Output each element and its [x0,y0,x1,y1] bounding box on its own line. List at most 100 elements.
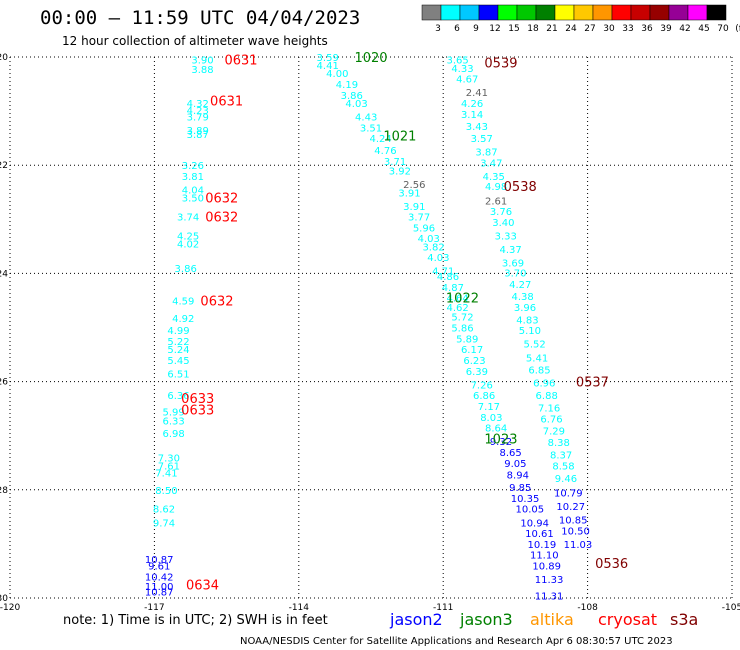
swh-value-label: 3.57 [471,134,493,145]
swh-value-label: 4.92 [172,314,194,325]
swh-value-label: 2.56 [403,180,425,191]
colorbar-tick-label: 36 [641,24,653,34]
plot-area: -120 -117 -114 -111 -108 -105 -20 -22 -24 -26 -28 -… [0,51,740,613]
swh-value-label: 3.74 [177,213,199,224]
pass-time-label: 1023 [484,432,517,447]
swh-value-label: 3.86 [175,264,197,275]
swh-value-label: 8.94 [507,471,529,482]
pass-time-label: 0632 [200,294,233,309]
pass-time-label: 1020 [354,51,387,66]
swh-value-label: 3.65 [447,56,469,67]
colorbar-swatch [573,4,594,21]
swh-value-label: 4.99 [167,326,189,337]
colorbar-tick-label: 70 [717,24,729,34]
swh-value-label: 5.10 [519,326,541,337]
colorbar-swatch [516,4,537,21]
pass-time-label: 0632 [205,211,238,226]
swh-value-label: 4.37 [499,245,521,256]
colorbar-tick-label: 45 [698,24,709,34]
swh-value-label: 10.35 [511,494,540,505]
swh-value-label: 3.43 [466,122,488,133]
swh-value-label: 9.61 [148,562,170,573]
swh-value-label: 4.19 [336,80,358,91]
swh-value-label: 6.88 [536,391,558,402]
swh-value-label: 10.94 [520,518,549,529]
colorbar-swatch [440,4,461,21]
swh-value-label: 8.62 [153,505,175,516]
swh-value-label: 3.70 [504,268,526,279]
pass-time-label: 0633 [181,392,214,407]
colorbar-swatch [630,4,651,21]
swh-value-label: 4.32 [187,99,209,110]
colorbar-tick-label: 21 [546,24,557,34]
colorbar-tick-label: 24 [565,24,577,34]
swh-value-label: 9.05 [504,459,526,470]
y-tick-label: -24 [0,269,8,279]
swh-value-label: 6.17 [461,345,483,356]
footnote: note: 1) Time is in UTC; 2) SWH is in fe… [63,613,328,628]
swh-value-label: 5.89 [456,334,478,345]
satellite-legend-entry: altika [530,610,574,629]
swh-value-label: 3.71 [384,157,406,168]
swh-value-label: 10.87 [145,588,174,599]
colorbar-swatch [497,4,518,21]
swh-value-label: 7.26 [471,380,493,391]
pass-time-label: 0631 [224,54,257,69]
swh-value-label: 9.46 [555,474,577,485]
swh-value-label: 10.89 [532,562,561,573]
swh-value-label: 4.00 [326,69,348,80]
swh-value-label: 5.24 [167,345,189,356]
swh-value-label: 4.02 [177,240,199,251]
swh-value-label: 11.33 [535,575,564,586]
swh-value-label: 3.81 [182,172,204,183]
swh-value-label: 5.86 [451,324,473,335]
swh-value-label: 3.87 [187,130,209,141]
swh-value-label: 11.03 [564,540,593,551]
x-tick-label: -105 [722,603,740,613]
pass-time-label: 1022 [446,292,479,307]
swh-value-label: 8.37 [550,451,572,462]
swh-value-label: 11.10 [530,551,559,562]
swh-value-label: 3.91 [403,202,425,213]
satellite-legend: jason2 jason3 altika cryosat s3a [389,610,698,629]
swh-value-label: 3.51 [360,123,382,134]
swh-value-label: 5.99 [163,407,185,418]
swh-value-label: 4.03 [418,234,440,245]
swh-value-label: 11.31 [535,591,564,602]
swh-value-label: 10.61 [525,529,554,540]
colorbar-tick-label: 12 [489,24,500,34]
swh-value-label: 5.22 [167,337,189,348]
swh-value-label: 4.43 [355,113,377,124]
swh-value-label: 3.59 [317,53,339,64]
swh-value-label: 10.50 [561,526,590,537]
colorbar-swatch [554,4,575,21]
swh-value-label: 6.86 [473,391,495,402]
swh-value-label: 3.50 [182,194,204,205]
y-tick-label: -26 [0,378,8,388]
swh-value-label: 7.41 [155,468,177,479]
swh-value-label: 6.85 [528,366,550,377]
swh-value-label: 5.41 [526,353,548,364]
swh-value-label: 3.40 [492,218,514,229]
pass-time-label: 1021 [383,129,416,144]
pass-time-label: 0538 [504,180,537,195]
swh-value-label: 4.67 [456,75,478,86]
swh-value-label: 4.24 [369,134,391,145]
swh-value-label: 10.27 [556,502,585,513]
swh-value-label: 4.41 [317,61,339,72]
swh-value-label: 10.85 [559,516,588,527]
swh-value-label: 4.71 [432,267,454,278]
swh-value-label: 10.42 [145,572,174,583]
swh-value-label: 7.16 [538,404,560,415]
colorbar-tick-label: 27 [584,24,595,34]
swh-value-label: 10.19 [528,540,557,551]
swh-value-label: 8.03 [480,413,502,424]
swh-value-label: 5.52 [524,340,546,351]
swh-value-label: 3.82 [422,242,444,253]
colorbar-swatch [459,4,480,21]
pass-time-label: 0537 [576,376,609,391]
swh-value-label: 6.51 [167,369,189,380]
swh-value-label: 3.90 [191,56,213,67]
colorbar-tick-label: 3 [435,24,441,34]
colorbar-swatch [706,4,727,21]
